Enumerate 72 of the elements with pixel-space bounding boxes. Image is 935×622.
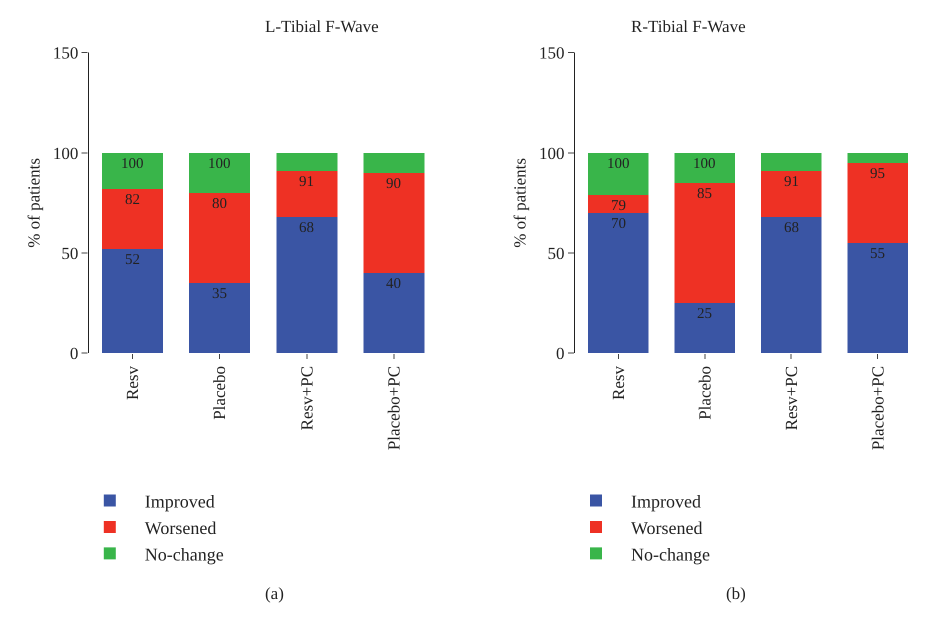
bar: [674, 182, 736, 304]
annotation: 82: [125, 192, 140, 208]
bar: [588, 194, 649, 213]
bar: [847, 152, 908, 163]
bar: [847, 242, 908, 354]
annotation: 68: [784, 220, 799, 236]
legend-label: Worsened: [631, 518, 703, 538]
annotation: 79: [611, 198, 626, 214]
bar: [189, 152, 250, 193]
y-tick-label: 50: [548, 244, 565, 263]
annotation: 100: [208, 156, 230, 172]
annotation: 91: [299, 174, 314, 190]
y-tick-label: 100: [539, 144, 565, 163]
text: (a): [265, 584, 284, 603]
chart-title: L-Tibial F-Wave: [265, 17, 379, 36]
bar: [674, 303, 736, 354]
bar: [102, 152, 163, 189]
annotation: 35: [212, 286, 227, 302]
x-tick-label: Resv: [122, 365, 142, 400]
y-axis-title: % of patients: [24, 158, 44, 248]
bar: [363, 172, 425, 274]
bar: [276, 170, 338, 217]
bar: [189, 192, 250, 284]
bar: [847, 162, 908, 243]
x-tick-label: Placebo: [210, 366, 230, 420]
legend-label: Improved: [144, 492, 215, 512]
annotation: 70: [611, 216, 626, 232]
legend-label: Improved: [631, 492, 701, 512]
legend-label: Worsened: [144, 518, 216, 538]
y-tick-label: 50: [61, 244, 78, 263]
bar: [674, 152, 736, 183]
bar: [760, 216, 822, 354]
x-tick-label: Resv+PC: [782, 366, 801, 430]
bar: [102, 188, 163, 249]
bar: [588, 152, 649, 195]
bar: [760, 170, 822, 217]
x-tick-label: Placebo+PC: [868, 366, 888, 450]
x-tick-label: Placebo+PC: [384, 366, 404, 450]
annotation: 25: [697, 306, 712, 322]
annotation: 40: [386, 276, 401, 292]
annotation: 90: [386, 176, 401, 192]
x-tick-label: Resv+PC: [297, 366, 316, 430]
bar: [189, 283, 250, 354]
annotation: 100: [607, 156, 630, 172]
bar: [760, 152, 822, 171]
annotation: 85: [697, 186, 712, 202]
bar: [276, 152, 338, 171]
bar: [276, 216, 338, 354]
y-axis-title: % of patients: [510, 158, 530, 248]
bar: [363, 273, 425, 354]
x-tick-label: Resv: [608, 365, 628, 400]
bar: [363, 152, 425, 173]
annotation: 100: [693, 156, 716, 172]
y-tick-label: 0: [556, 344, 565, 364]
y-tick-label: 150: [52, 44, 78, 63]
text: (b): [726, 584, 746, 603]
annotation: 80: [212, 196, 227, 212]
annotation: 68: [299, 220, 314, 236]
y-tick-label: 150: [539, 44, 565, 63]
legend-label: No-change: [631, 544, 710, 564]
annotation: 100: [121, 156, 144, 172]
chart-title: R-Tibial F-Wave: [631, 17, 746, 36]
y-tick-label: 0: [70, 344, 78, 364]
bar: [102, 248, 163, 354]
annotation: 95: [870, 166, 885, 182]
legend-label: No-change: [144, 544, 224, 564]
bar: [588, 212, 649, 354]
annotation: 52: [125, 252, 140, 268]
annotation: 55: [870, 246, 885, 262]
annotation: 91: [784, 174, 799, 190]
x-tick-label: Placebo: [695, 366, 714, 420]
y-tick-label: 100: [52, 144, 78, 163]
